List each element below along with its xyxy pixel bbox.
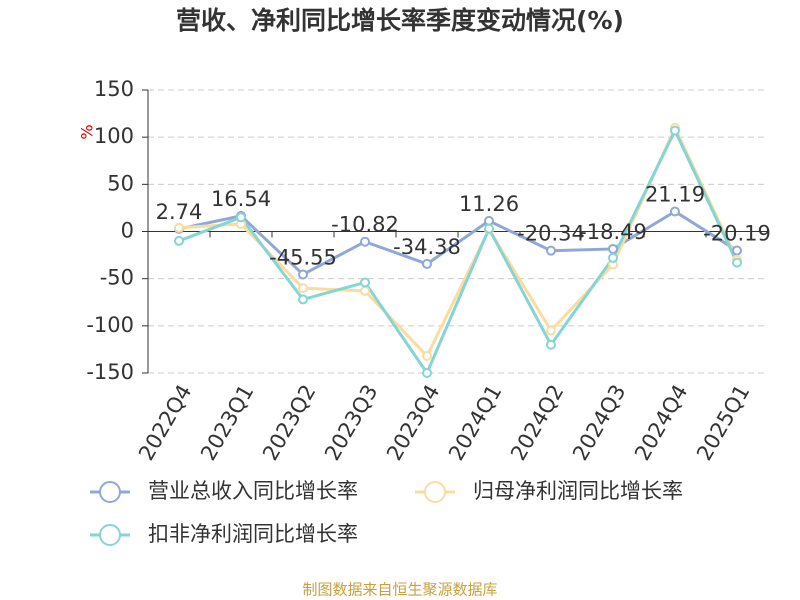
legend-symbol <box>99 524 121 546</box>
legend-label: 归母净利润同比增长率 <box>473 479 683 503</box>
x-tick-label: 2024Q4 <box>630 381 692 465</box>
data-point <box>670 206 680 217</box>
data-point <box>732 257 742 268</box>
data-point <box>546 325 556 336</box>
y-tick-label: 0 <box>121 219 134 243</box>
data-point <box>298 283 308 294</box>
data-label: -10.82 <box>331 213 399 237</box>
series-line <box>178 209 738 277</box>
x-tick-label: 2024Q2 <box>506 381 568 465</box>
data-point <box>732 245 742 256</box>
y-tick-label: 50 <box>107 171 134 195</box>
y-tick-label: -100 <box>86 313 134 337</box>
x-tick-label: 2022Q4 <box>134 381 196 465</box>
x-tick-label: 2023Q2 <box>258 381 320 465</box>
data-label: -20.19 <box>703 222 771 246</box>
data-point <box>298 294 308 305</box>
series-line <box>178 127 739 377</box>
data-label: -34.38 <box>393 235 461 259</box>
data-point <box>174 222 184 233</box>
y-axis-label: % <box>78 124 97 139</box>
x-tick-label: 2024Q1 <box>444 381 506 465</box>
data-label: 16.54 <box>211 187 271 211</box>
data-point <box>608 252 618 263</box>
data-label: -18.49 <box>579 220 647 244</box>
data-point <box>360 285 370 296</box>
x-tick-label: 2024Q3 <box>568 381 630 465</box>
data-point <box>608 243 618 254</box>
data-point <box>360 236 370 247</box>
data-point <box>546 245 556 256</box>
data-label: -20.34 <box>517 222 585 246</box>
data-point <box>298 269 308 280</box>
x-tick-label: 2023Q1 <box>196 381 258 465</box>
data-point <box>546 339 556 350</box>
data-point <box>236 212 246 223</box>
x-tick-label: 2023Q4 <box>382 381 444 465</box>
data-point <box>174 235 184 246</box>
legend-label: 营业总收入同比增长率 <box>148 479 358 503</box>
x-tick-label: 2023Q3 <box>320 381 382 465</box>
source-note: 制图数据来自恒生聚源数据库 <box>302 581 497 599</box>
data-label: 21.19 <box>645 183 705 207</box>
legend-symbol <box>424 481 446 503</box>
legend-symbol <box>99 481 121 503</box>
y-tick-label: -150 <box>86 360 134 384</box>
data-label: 2.74 <box>156 200 203 224</box>
data-point <box>422 368 432 378</box>
y-tick-label: 150 <box>94 77 134 101</box>
y-tick-label: -50 <box>100 266 134 290</box>
data-point <box>484 223 494 234</box>
y-tick-label: 100 <box>94 124 134 148</box>
x-tick-label: 2025Q1 <box>692 381 754 465</box>
data-point <box>422 258 432 269</box>
data-label: 11.26 <box>459 192 519 216</box>
legend-label: 扣非净利润同比增长率 <box>148 522 358 546</box>
data-label: -45.55 <box>269 245 337 269</box>
data-point <box>360 277 370 288</box>
chart-title: 营收、净利同比增长率季度变动情况(%) <box>176 6 624 35</box>
data-point <box>670 125 680 136</box>
data-point <box>422 351 432 362</box>
